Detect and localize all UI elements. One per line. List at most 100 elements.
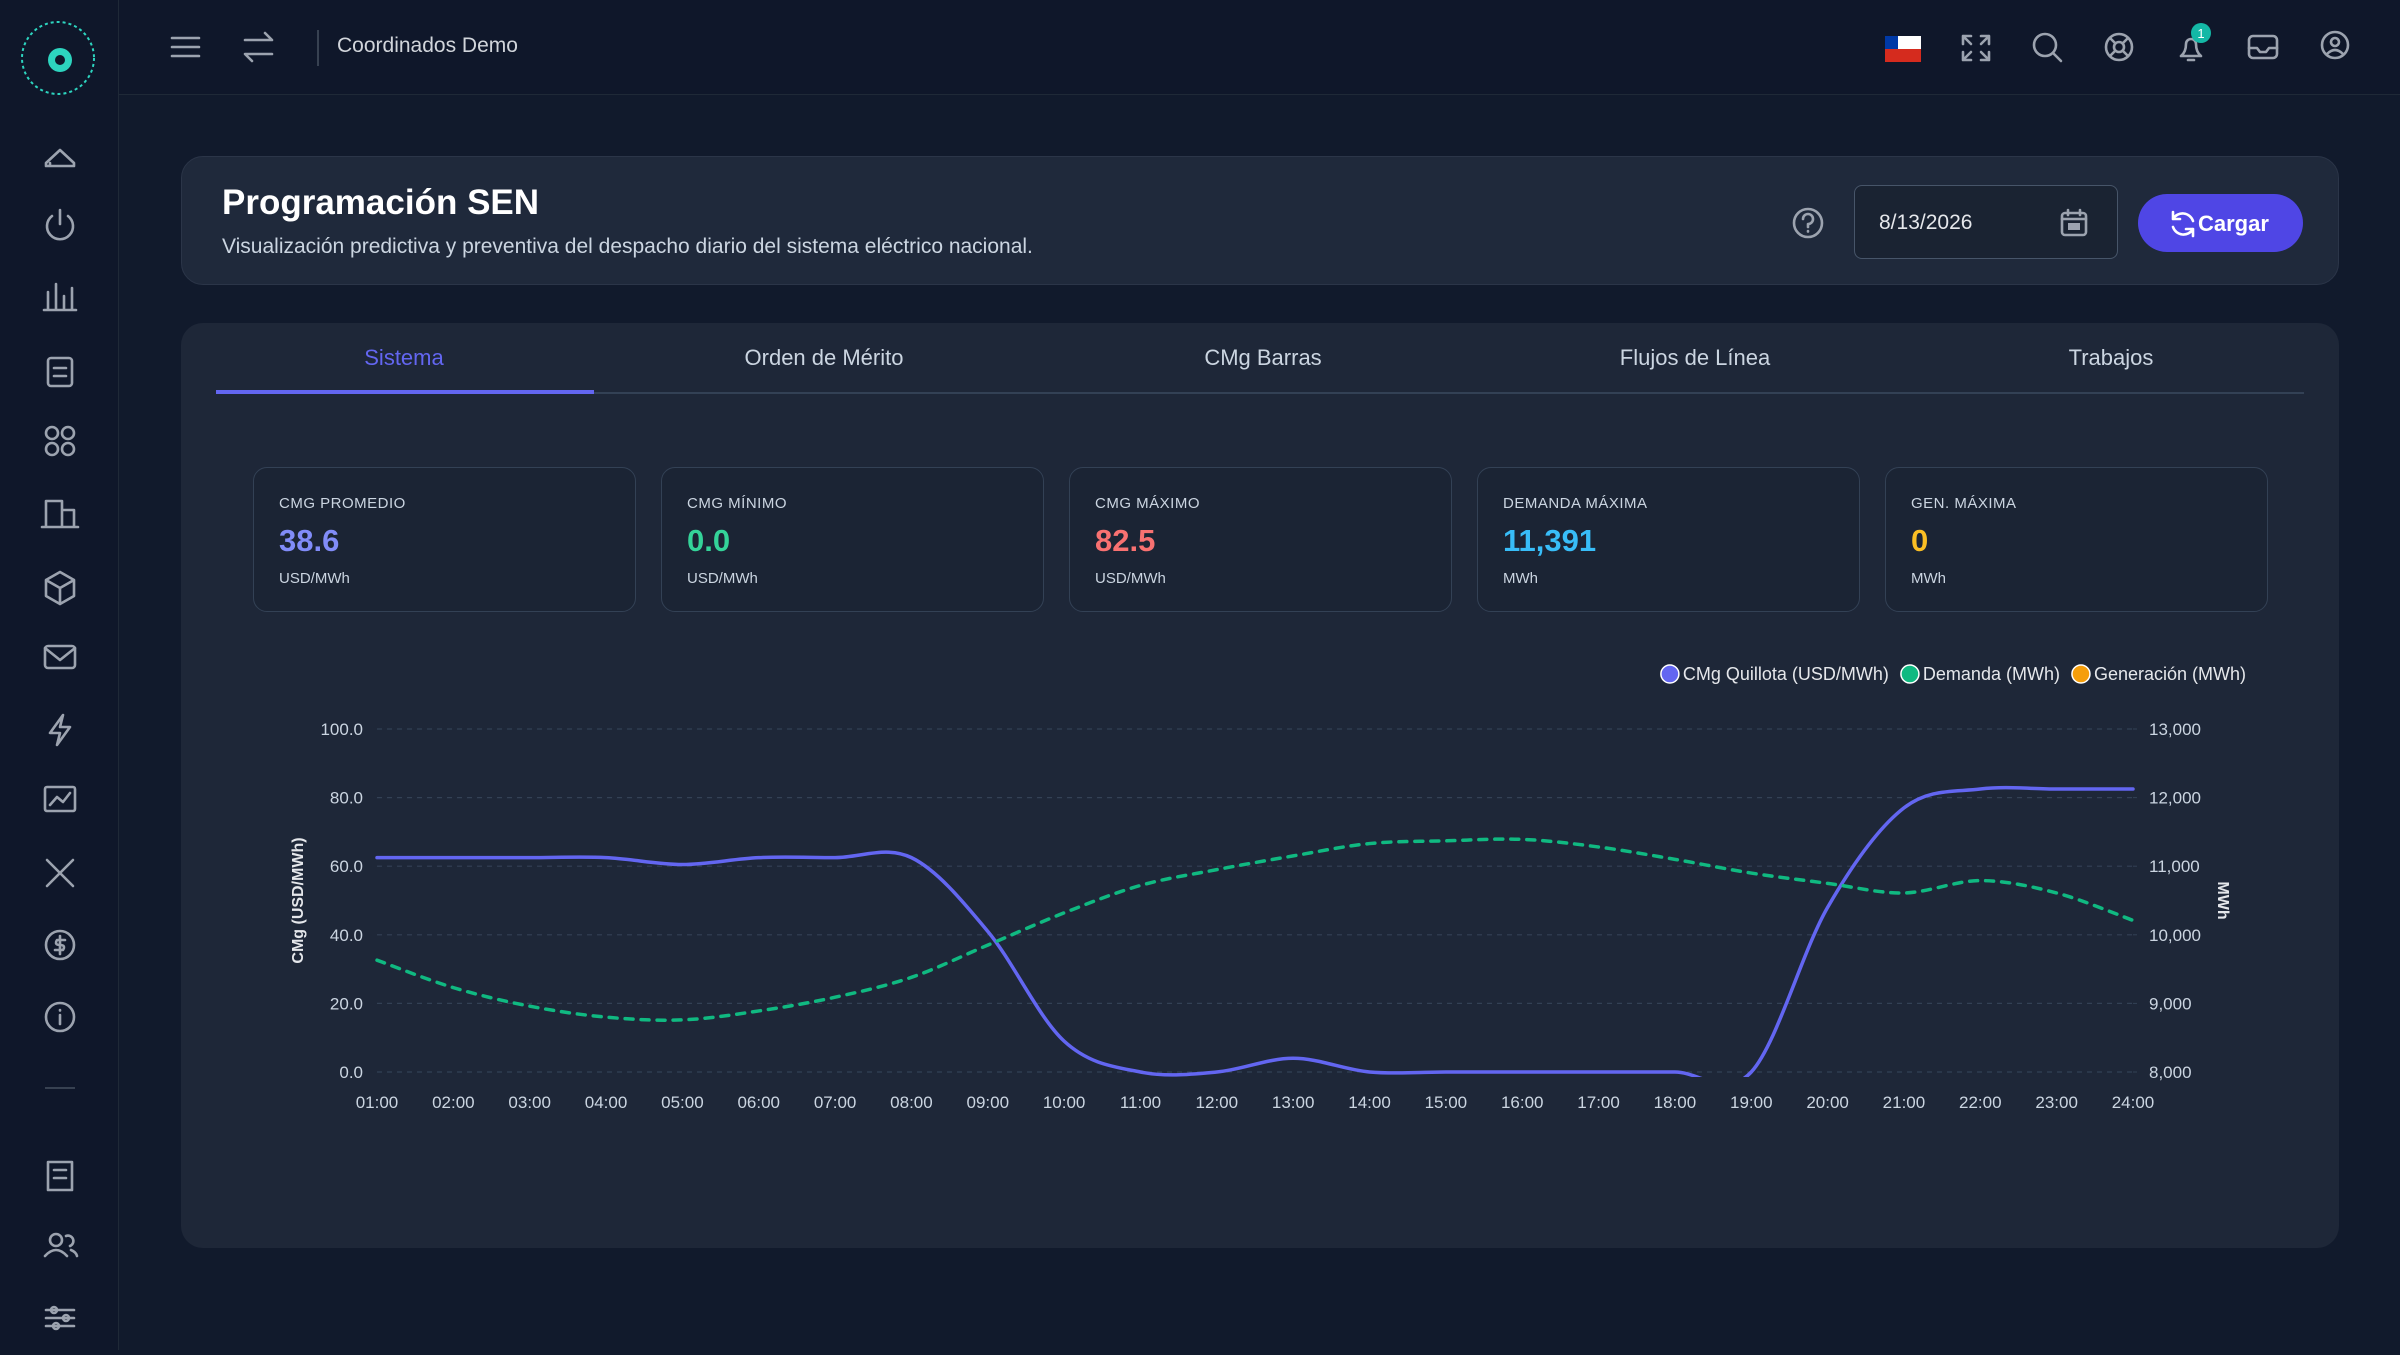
profile-button[interactable]	[2320, 30, 2350, 60]
x-tick-label: 18:00	[1654, 1093, 1697, 1112]
legend-label: Generación (MWh)	[2094, 664, 2246, 684]
kpi-label: GEN. MÁXIMA	[1911, 495, 2017, 512]
x-tick-label: 05:00	[661, 1093, 704, 1112]
tab[interactable]: Sistema	[364, 345, 444, 370]
load-button[interactable]: Cargar	[2138, 194, 2303, 252]
x-tick-label: 03:00	[508, 1093, 551, 1112]
tab[interactable]: Trabajos	[2068, 345, 2154, 370]
x-tick-label: 06:00	[737, 1093, 780, 1112]
notification-badge	[2191, 23, 2211, 43]
y-axis-label: CMg (USD/MWh)	[290, 837, 307, 963]
x-tick-label: 22:00	[1959, 1093, 2002, 1112]
x-tick-label: 07:00	[814, 1093, 857, 1112]
notifications-button[interactable]	[2179, 37, 2203, 62]
x-tick-label: 20:00	[1806, 1093, 1849, 1112]
kpi-value: 0	[1911, 523, 1929, 558]
legend-swatch	[1660, 664, 1680, 684]
kpi-unit: MWh	[1503, 570, 1538, 587]
y2-tick-label: 9,000	[2149, 994, 2192, 1013]
logo[interactable]	[21, 21, 95, 95]
kpi-unit: USD/MWh	[1095, 570, 1166, 587]
series-line	[375, 785, 2135, 1077]
date-input[interactable]: 8/13/2026	[1854, 185, 2118, 259]
y-tick-label: 40.0	[330, 926, 363, 945]
x-tick-label: 19:00	[1730, 1093, 1773, 1112]
x-tick-label: 23:00	[2035, 1093, 2078, 1112]
kpi-label: CMG MÁXIMO	[1095, 495, 1200, 512]
kpi-label: CMG MÍNIMO	[687, 495, 787, 512]
switch-button[interactable]	[243, 31, 274, 63]
flag[interactable]	[1885, 36, 1921, 62]
x-tick-label: 13:00	[1272, 1093, 1315, 1112]
tab[interactable]: CMg Barras	[1204, 345, 1322, 370]
legend-swatch	[1900, 664, 1920, 684]
tab-baseline	[216, 392, 2304, 394]
help-icon[interactable]	[1792, 207, 1824, 239]
x-tick-label: 08:00	[890, 1093, 933, 1112]
nav-icons[interactable]	[40, 148, 80, 1033]
header-card: Programación SEN Visualización predictiv…	[181, 156, 2339, 285]
fullscreen-button[interactable]	[1961, 34, 1991, 62]
x-tick-label: 14:00	[1348, 1093, 1391, 1112]
x-tick-label: 12:00	[1196, 1093, 1239, 1112]
y-tick-label: 0.0	[339, 1063, 363, 1082]
y-tick-label: 60.0	[330, 857, 363, 876]
nav-icons-bottom[interactable]	[43, 1160, 79, 1331]
kpi-card: CMG MÍNIMO 0.0 USD/MWh	[661, 467, 1044, 612]
x-tick-label: 04:00	[585, 1093, 628, 1112]
kpi-unit: MWh	[1911, 570, 1946, 587]
kpi-card: DEMANDA MÁXIMA 11,391 MWh	[1477, 467, 1860, 612]
x-tick-label: 17:00	[1577, 1093, 1620, 1112]
kpi-value: 38.6	[279, 523, 340, 558]
inbox-button[interactable]	[2247, 34, 2279, 60]
menu-button[interactable]	[170, 36, 201, 58]
kpi-value: 0.0	[687, 523, 731, 558]
y2-tick-label: 10,000	[2149, 926, 2201, 945]
sidebar	[0, 0, 119, 1350]
series-line	[375, 837, 2135, 1022]
kpi-unit: USD/MWh	[687, 570, 758, 587]
y2-tick-label: 11,000	[2149, 857, 2200, 876]
date-value: 8/13/2026	[1879, 211, 1973, 234]
kpi-label: CMG PROMEDIO	[279, 495, 406, 512]
x-tick-label: 24:00	[2112, 1093, 2155, 1112]
topbar-icons: 1	[170, 23, 2350, 66]
kpi-value: 11,391	[1503, 523, 1597, 558]
y2-tick-label: 8,000	[2149, 1063, 2192, 1082]
kpi-card: GEN. MÁXIMA 0 MWh	[1885, 467, 2268, 612]
x-tick-label: 02:00	[432, 1093, 475, 1112]
legend-swatch	[2071, 664, 2091, 684]
x-tick-label: 01:00	[356, 1093, 399, 1112]
x-tick-label: 16:00	[1501, 1093, 1544, 1112]
y2-tick-label: 12,000	[2149, 789, 2201, 808]
search-button[interactable]	[2032, 32, 2063, 63]
org-name: Coordinados Demo	[337, 34, 518, 57]
kpi-card: CMG MÁXIMO 82.5 USD/MWh	[1069, 467, 1452, 612]
tab[interactable]: Flujos de Línea	[1619, 345, 1771, 370]
sidebar-icons	[21, 21, 95, 1331]
legend-label: CMg Quillota (USD/MWh)	[1683, 664, 1889, 684]
legend-label: Demanda (MWh)	[1923, 664, 2060, 684]
notification-count: 1	[2197, 26, 2204, 41]
active-tab-indicator	[216, 390, 594, 394]
x-tick-label: 11:00	[1120, 1093, 1161, 1112]
help-button[interactable]	[2104, 32, 2134, 62]
kpi-card: CMG PROMEDIO 38.6 USD/MWh	[253, 467, 636, 612]
refresh-icon	[2171, 210, 2195, 238]
y-tick-label: 80.0	[330, 789, 363, 808]
load-button-label: Cargar	[2198, 211, 2269, 236]
y2-axis-label: MWh	[2214, 881, 2231, 919]
x-tick-label: 09:00	[967, 1093, 1010, 1112]
y-tick-label: 100.0	[320, 720, 363, 739]
calendar-icon[interactable]	[2059, 208, 2089, 238]
topbar: 1 Coordinados Demo	[119, 0, 2400, 95]
tab[interactable]: Orden de Mérito	[744, 345, 904, 370]
kpi-unit: USD/MWh	[279, 570, 350, 587]
logo-dot	[55, 55, 65, 65]
y-tick-label: 20.0	[330, 994, 363, 1013]
chart: 0.0 20.0 40.0 60.0 80.0 100.0 8,000 9,000 10,000…	[290, 664, 2246, 1112]
kpi-value: 82.5	[1095, 523, 1156, 558]
page-subtitle: Visualización predictiva y preventiva de…	[222, 235, 1033, 258]
kpi-label: DEMANDA MÁXIMA	[1503, 495, 1648, 512]
